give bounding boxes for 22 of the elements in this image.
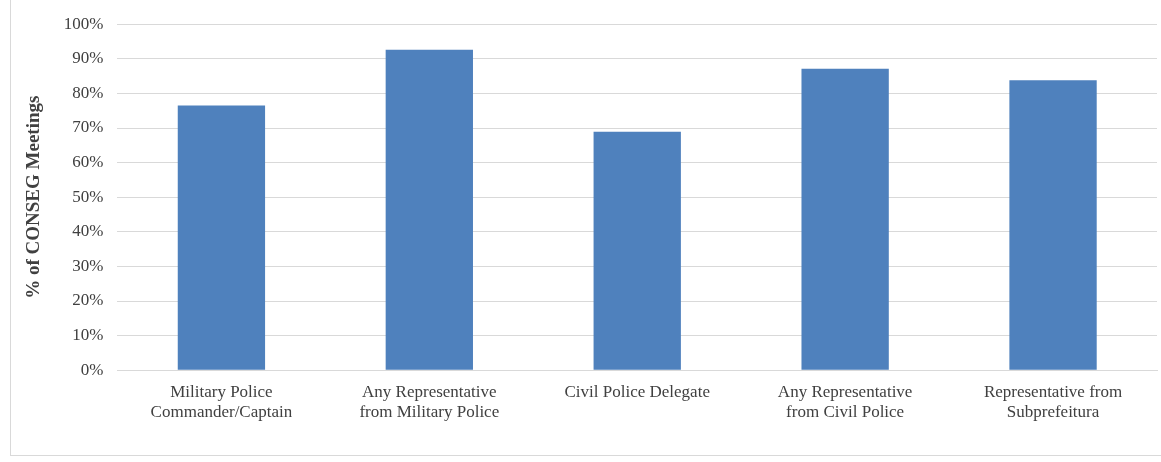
bar — [1009, 80, 1097, 370]
x-tick-label: Military Police Commander/Captain — [150, 381, 293, 422]
y-tick-label: 50% — [72, 186, 104, 206]
y-tick-label: 20% — [72, 290, 104, 310]
bar — [593, 131, 681, 370]
y-tick-label: 0% — [80, 359, 104, 379]
y-tick-label: 100% — [63, 13, 104, 33]
bar — [177, 105, 266, 370]
x-tick-label: Any Representative from Civil Police — [777, 381, 913, 422]
y-tick-label: 40% — [72, 221, 104, 241]
y-tick-label: 60% — [72, 152, 104, 172]
y-tick-label: 90% — [72, 48, 104, 68]
x-tick-label: Civil Police Delegate — [564, 381, 710, 401]
y-tick-label: 30% — [72, 255, 104, 275]
bar — [801, 68, 889, 370]
y-tick-label: 80% — [72, 82, 104, 102]
x-tick-label: Representative from Subprefeitura — [983, 381, 1123, 422]
bar — [385, 49, 473, 370]
y-axis-title: % of CONSEG Meetings — [22, 95, 44, 299]
y-tick-label: 10% — [72, 325, 104, 345]
x-tick-label: Any Representative from Military Police — [359, 381, 500, 422]
y-tick-label: 70% — [72, 117, 104, 137]
